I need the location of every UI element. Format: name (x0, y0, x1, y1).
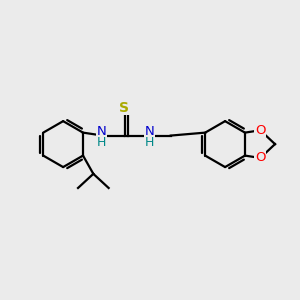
Text: N: N (96, 125, 106, 138)
Text: S: S (119, 100, 129, 115)
Text: H: H (97, 136, 106, 148)
Text: H: H (145, 136, 154, 148)
Text: O: O (255, 124, 266, 137)
Text: N: N (145, 125, 154, 138)
Text: O: O (255, 152, 266, 164)
